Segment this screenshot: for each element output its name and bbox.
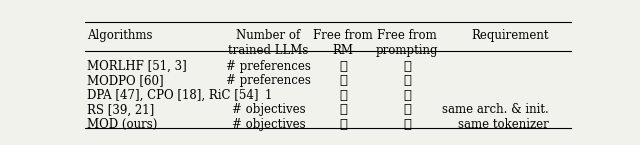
Text: ✓: ✓ [339,74,347,87]
Text: Number of
trained LLMs: Number of trained LLMs [228,29,308,57]
Text: ✓: ✓ [403,103,412,116]
Text: ✗: ✗ [403,89,412,102]
Text: MORLHF [51, 3]: MORLHF [51, 3] [88,60,187,73]
Text: ✓: ✓ [339,118,347,131]
Text: ✓: ✓ [403,118,412,131]
Text: # objectives: # objectives [232,118,305,131]
Text: same arch. & init.: same arch. & init. [442,103,548,116]
Text: Free from
prompting: Free from prompting [376,29,438,57]
Text: ✓: ✓ [339,103,347,116]
Text: DPA [47], CPO [18], RiC [54]: DPA [47], CPO [18], RiC [54] [88,89,259,102]
Text: same tokenizer: same tokenizer [458,118,548,131]
Text: ✓: ✓ [403,60,412,73]
Text: ✗: ✗ [339,60,347,73]
Text: MODPO [60]: MODPO [60] [88,74,164,87]
Text: # preferences: # preferences [226,74,311,87]
Text: Free from
RM: Free from RM [313,29,372,57]
Text: Requirement: Requirement [471,29,548,42]
Text: ✓: ✓ [403,74,412,87]
Text: MOD (ours): MOD (ours) [88,118,158,131]
Text: 1: 1 [265,89,272,102]
Text: # preferences: # preferences [226,60,311,73]
Text: Algorithms: Algorithms [88,29,153,42]
Text: # objectives: # objectives [232,103,305,116]
Text: ✗: ✗ [339,89,347,102]
Text: RS [39, 21]: RS [39, 21] [88,103,155,116]
